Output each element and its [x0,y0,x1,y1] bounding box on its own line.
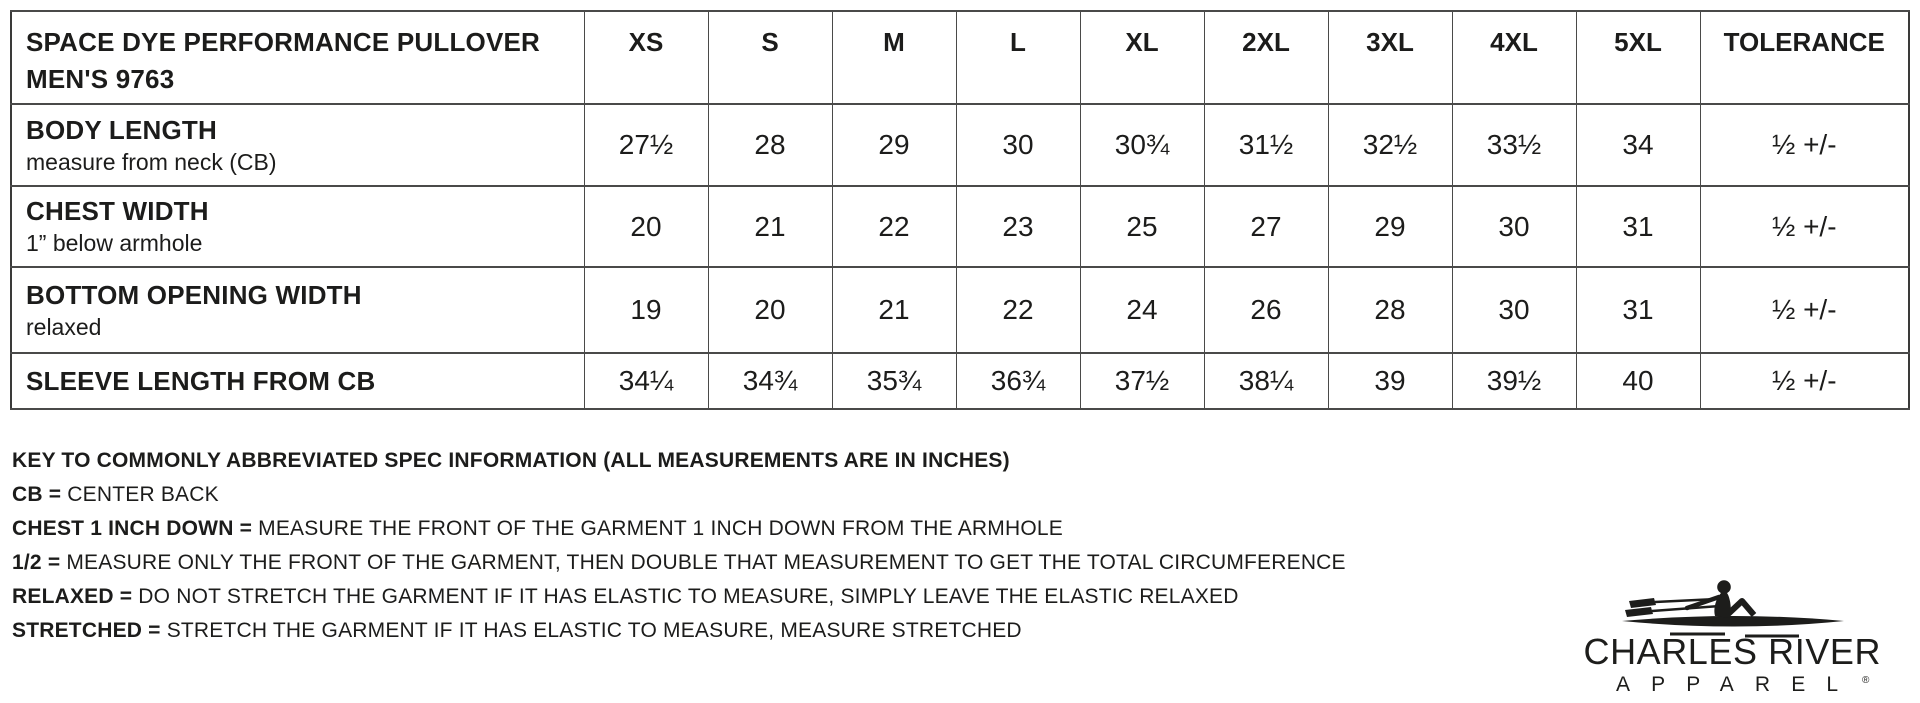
key-term: CB = [12,483,62,506]
row-label: BOTTOM OPENING WIDTH [26,279,362,310]
key-entries: CB = CENTER BACK CHEST 1 INCH DOWN = MEAS… [12,478,1492,648]
table-row: BODY LENGTH measure from neck (CB) 27½ 28 29… [10,103,1910,187]
measurement-cell: 28 [707,103,833,187]
rower-icon [1622,580,1844,638]
charles-river-logo: CHARLES RIVER APPAREL ® [1575,566,1890,698]
key-entry: 1/2 = MEASURE ONLY THE FRONT OF THE GARM… [12,546,1492,580]
row-label-cell: BOTTOM OPENING WIDTH relaxed [10,266,585,354]
measurement-cell: 30 [1451,266,1577,354]
row-sublabel: 1” below armhole [26,230,203,256]
row-label: SLEEVE LENGTH FROM CB [26,365,376,396]
measurement-cell: 27 [1203,185,1329,268]
row-sublabel: measure from neck (CB) [26,148,277,175]
measurement-cell: 37½ [1079,352,1205,410]
charles-river-logo-svg: CHARLES RIVER APPAREL ® [1584,580,1881,696]
measurement-cell: 40 [1575,352,1701,410]
measurement-cell: 31 [1575,266,1701,354]
row-sublabel: relaxed [26,313,102,340]
measurement-cell: 29 [1327,185,1453,268]
logo-brand-name: CHARLES RIVER [1584,631,1881,672]
column-header-xs: XS [583,10,709,105]
key-entry: CB = CENTER BACK [12,478,1492,512]
page-title: SPACE DYE PERFORMANCE PULLOVER MEN'S 976… [26,24,574,98]
column-header-m: M [831,10,957,105]
measurement-cell: 24 [1079,266,1205,354]
table-row: BOTTOM OPENING WIDTH relaxed 19 20 21 22 24 26 2… [10,266,1910,354]
measurement-cell: 20 [583,185,709,268]
measurement-cell: 39½ [1451,352,1577,410]
row-label-cell: BODY LENGTH measure from neck (CB) [10,103,585,187]
column-header-xl: XL [1079,10,1205,105]
spec-key: KEY TO COMMONLY ABBREVIATED SPEC INFORMA… [12,444,1492,648]
measurement-cell: 30 [1451,185,1577,268]
measurement-cell: 19 [583,266,709,354]
measurement-cell: 30 [955,103,1081,187]
key-term: STRETCHED = [12,619,161,642]
table-row: SLEEVE LENGTH FROM CB 34¼ 34¾ 35¾ 36¾ 37½ 38¼ 3… [10,352,1910,410]
key-definition: CENTER BACK [67,483,219,506]
key-entry: RELAXED = DO NOT STRETCH THE GARMENT IF … [12,580,1492,614]
measurement-cell: 39 [1327,352,1453,410]
key-heading: KEY TO COMMONLY ABBREVIATED SPEC INFORMA… [12,449,1010,472]
measurement-cell: 31 [1575,185,1701,268]
measurement-cell: 22 [955,266,1081,354]
measurement-cell: 34¾ [707,352,833,410]
table-header-row: SPACE DYE PERFORMANCE PULLOVER MEN'S 976… [10,10,1910,105]
measurement-cell: ½ +/- [1699,352,1910,410]
column-header-2xl: 2XL [1203,10,1329,105]
column-header-5xl: 5XL [1575,10,1701,105]
measurement-cell: ½ +/- [1699,266,1910,354]
measurement-cell: 38¼ [1203,352,1329,410]
row-label: CHEST WIDTH [26,196,209,226]
measurement-cell: 27½ [583,103,709,187]
measurement-cell: 30¾ [1079,103,1205,187]
row-label-cell: CHEST WIDTH 1” below armhole [10,185,585,268]
column-header-tolerance: TOLERANCE [1699,10,1910,105]
measurement-cell: 32½ [1327,103,1453,187]
product-title-line2: MEN'S 9763 [26,64,175,94]
measurement-cell: 29 [831,103,957,187]
key-term: 1/2 = [12,551,61,574]
column-header-4xl: 4XL [1451,10,1577,105]
column-header-s: S [707,10,833,105]
measurement-cell: 28 [1327,266,1453,354]
key-definition: STRETCH THE GARMENT IF IT HAS ELASTIC TO… [166,619,1022,642]
key-definition: MEASURE THE FRONT OF THE GARMENT 1 INCH … [258,517,1063,540]
measurement-cell: 31½ [1203,103,1329,187]
measurement-cell: 25 [1079,185,1205,268]
product-title-cell: SPACE DYE PERFORMANCE PULLOVER MEN'S 976… [10,10,585,105]
measurement-cell: 21 [831,266,957,354]
measurement-cell: 22 [831,185,957,268]
column-header-l: L [955,10,1081,105]
row-label: BODY LENGTH [26,114,217,145]
table-row: CHEST WIDTH 1” below armhole 20 21 22 23 25 27 2… [10,185,1910,268]
measurement-cell: 21 [707,185,833,268]
measurement-cell: 23 [955,185,1081,268]
registered-mark: ® [1862,675,1870,686]
measurement-cell: 34 [1575,103,1701,187]
column-header-3xl: 3XL [1327,10,1453,105]
measurement-cell: 33½ [1451,103,1577,187]
measurement-cell: ½ +/- [1699,185,1910,268]
key-term: RELAXED = [12,585,133,608]
key-entry: STRETCHED = STRETCH THE GARMENT IF IT HA… [12,614,1492,648]
logo-brand-sub: APPAREL [1616,673,1838,696]
row-label-cell: SLEEVE LENGTH FROM CB [10,352,585,410]
size-chart-table: SPACE DYE PERFORMANCE PULLOVER MEN'S 976… [10,10,1910,410]
key-term: CHEST 1 INCH DOWN = [12,517,253,540]
measurement-cell: 34¼ [583,352,709,410]
measurement-cell: ½ +/- [1699,103,1910,187]
key-definition: MEASURE ONLY THE FRONT OF THE GARMENT, T… [66,551,1346,574]
product-title-line1: SPACE DYE PERFORMANCE PULLOVER [26,27,541,57]
key-definition: DO NOT STRETCH THE GARMENT IF IT HAS ELA… [138,585,1239,608]
measurement-cell: 35¾ [831,352,957,410]
measurement-cell: 26 [1203,266,1329,354]
key-entry: CHEST 1 INCH DOWN = MEASURE THE FRONT OF… [12,512,1492,546]
measurement-cell: 36¾ [955,352,1081,410]
measurement-cell: 20 [707,266,833,354]
